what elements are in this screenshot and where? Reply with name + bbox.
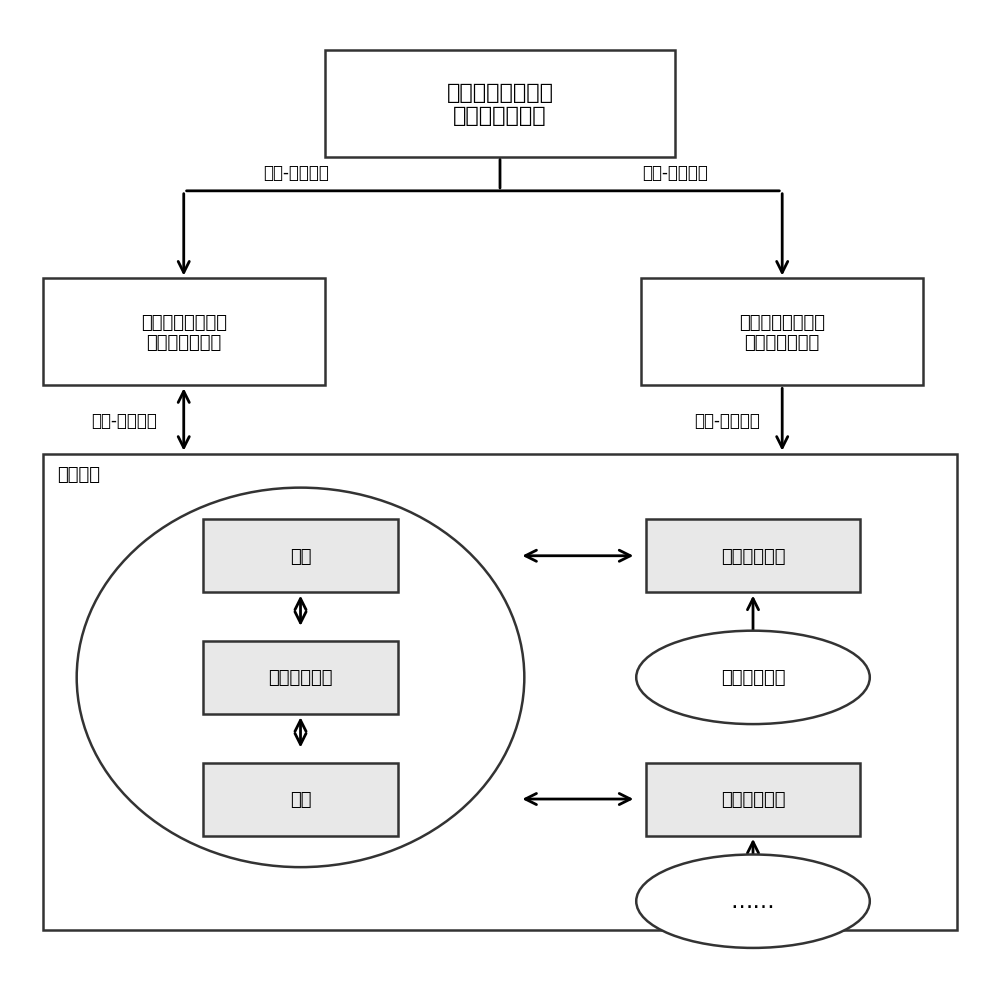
Text: 轮对参数: 轮对参数 — [57, 465, 100, 484]
FancyBboxPatch shape — [325, 50, 675, 158]
Text: 轮对功能设计指标
（功能元参数）: 轮对功能设计指标 （功能元参数） — [739, 314, 825, 352]
FancyBboxPatch shape — [641, 279, 923, 387]
Text: ……: …… — [731, 891, 775, 911]
Ellipse shape — [77, 488, 524, 868]
Text: 车轴: 车轴 — [290, 547, 311, 565]
Ellipse shape — [636, 631, 870, 725]
Ellipse shape — [636, 855, 870, 948]
FancyBboxPatch shape — [203, 520, 398, 593]
Text: 轮对性能设计指标
（性能元参数）: 轮对性能设计指标 （性能元参数） — [141, 314, 227, 352]
FancyBboxPatch shape — [646, 763, 860, 836]
Text: 内部接口参数: 内部接口参数 — [268, 669, 333, 686]
Text: 性能-需求映射: 性能-需求映射 — [263, 164, 329, 182]
FancyBboxPatch shape — [646, 520, 860, 593]
FancyBboxPatch shape — [43, 279, 325, 387]
Text: 外部接口参数: 外部接口参数 — [721, 790, 785, 809]
Text: 结构-性能映射: 结构-性能映射 — [91, 412, 157, 430]
FancyBboxPatch shape — [203, 763, 398, 836]
Text: 功能-结构映射: 功能-结构映射 — [695, 412, 760, 430]
Text: 高速列车客户需求
（需求元参数）: 高速列车客户需求 （需求元参数） — [446, 83, 554, 126]
Text: 功能-需求映射: 功能-需求映射 — [642, 164, 708, 182]
FancyBboxPatch shape — [43, 455, 957, 931]
Text: 车轮: 车轮 — [290, 790, 311, 809]
Text: 一系悬挂参数: 一系悬挂参数 — [721, 669, 785, 686]
Text: 外部接口参数: 外部接口参数 — [721, 547, 785, 565]
FancyBboxPatch shape — [203, 641, 398, 714]
